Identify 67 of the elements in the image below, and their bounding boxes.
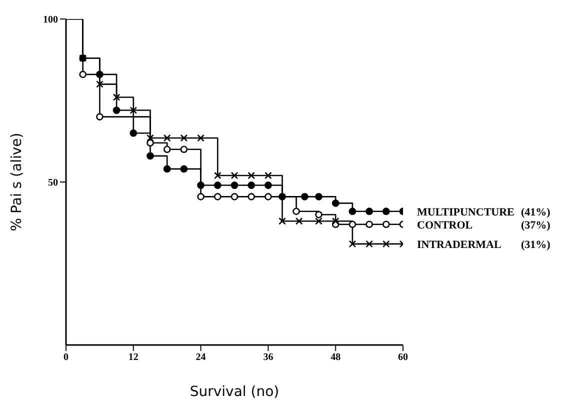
point (315, 192, 322, 200)
point (79, 70, 86, 78)
point (366, 220, 373, 228)
series-label: INTRADERMAL (417, 238, 502, 251)
point (112, 94, 120, 101)
series-label: CONTROL (417, 219, 473, 232)
point (264, 172, 272, 180)
text: (31%) (521, 238, 551, 251)
point (315, 210, 322, 218)
point (146, 139, 154, 147)
y-axis-title: % Pai s (alive) (8, 132, 25, 232)
point (248, 172, 255, 180)
point (366, 208, 373, 216)
point (292, 208, 300, 215)
x-axis-title: Survival (no) (190, 384, 280, 400)
point (248, 182, 256, 189)
point (382, 220, 390, 228)
point (278, 217, 286, 225)
point (264, 193, 272, 200)
point (230, 193, 238, 200)
point (230, 172, 238, 180)
point (112, 106, 120, 114)
x-tick-label: 60 (398, 352, 408, 364)
point (332, 217, 340, 225)
point (96, 113, 104, 120)
point (180, 165, 188, 173)
x-tick-label: 0 (64, 352, 68, 364)
point (278, 192, 286, 200)
point (214, 172, 222, 180)
point (163, 134, 171, 142)
y-tick-label: 100 (43, 14, 58, 26)
point (301, 192, 308, 200)
point (230, 182, 238, 189)
point (197, 193, 204, 200)
point (264, 182, 272, 189)
point (248, 193, 255, 200)
x-tick-label: 24 (196, 352, 206, 364)
point (366, 240, 373, 248)
point (348, 220, 356, 228)
x-tick-label: 12 (128, 352, 138, 364)
text: (37%) (521, 219, 551, 232)
x-tick-label: 36 (263, 352, 274, 364)
point (163, 146, 171, 154)
series-label: MULTIPUNCTURE (417, 206, 514, 218)
point (214, 193, 222, 200)
point (96, 80, 104, 88)
point (180, 134, 188, 142)
point (146, 134, 154, 142)
point (214, 182, 222, 189)
point (163, 165, 171, 173)
point (332, 199, 340, 207)
point (96, 70, 104, 78)
x-tick-label: 48 (330, 352, 341, 364)
point (146, 152, 154, 160)
point (382, 208, 390, 216)
point (180, 146, 188, 154)
point (130, 129, 138, 137)
point (130, 106, 138, 114)
y-tick-label: 50 (48, 178, 58, 189)
point (348, 240, 356, 248)
point (197, 134, 204, 142)
point (382, 240, 390, 248)
point (197, 182, 204, 189)
point (348, 208, 356, 216)
point (315, 217, 322, 225)
point (295, 217, 303, 225)
text: (41%) (521, 206, 551, 218)
